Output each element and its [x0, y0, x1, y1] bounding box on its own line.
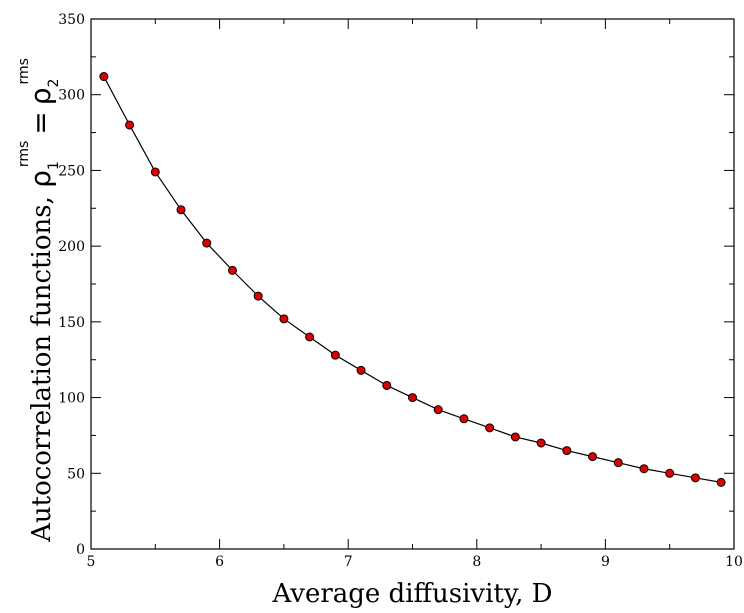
data-point — [176, 205, 186, 215]
data-point — [639, 464, 649, 474]
series-layer — [99, 72, 726, 487]
data-point — [356, 365, 366, 375]
x-tick-label: 10 — [725, 554, 743, 570]
data-point — [125, 120, 135, 130]
y-axis-rho-1: ρ — [24, 170, 57, 188]
data-point — [202, 238, 212, 248]
y-tick-label: 200 — [58, 239, 85, 255]
data-point — [305, 332, 315, 342]
y-axis-sub-2: 2 — [46, 79, 62, 88]
x-tick-label: 5 — [87, 554, 96, 570]
data-point — [536, 438, 546, 448]
y-tick-label: 50 — [67, 466, 85, 482]
y-axis-equals: = — [24, 111, 57, 134]
data-point — [665, 468, 675, 478]
data-point — [330, 350, 340, 360]
x-axis-title: Average diffusivity, D — [272, 579, 553, 609]
data-point — [562, 446, 572, 456]
plot-frame — [90, 18, 735, 550]
data-point — [150, 167, 160, 177]
x-tick-label: 9 — [601, 554, 610, 570]
data-point — [485, 423, 495, 433]
data-point — [459, 414, 469, 424]
data-point — [227, 265, 237, 275]
y-axis-rho-2: ρ — [24, 87, 57, 105]
y-axis-sup-1: rms — [16, 141, 32, 167]
y-axis-sup-2: rms — [16, 58, 32, 84]
x-tick-label: 7 — [344, 554, 353, 570]
y-tick-label: 100 — [58, 391, 85, 407]
y-axis-sub-1: 1 — [46, 161, 62, 170]
data-point — [510, 432, 520, 442]
x-tick-label: 8 — [472, 554, 481, 570]
data-point — [716, 477, 726, 487]
data-point — [433, 405, 443, 415]
data-point — [382, 380, 392, 390]
svg-text:Autocorrelation functions, ρ1r: Autocorrelation functions, ρ1rms=ρ2rms — [16, 58, 62, 543]
y-axis-title-text: Autocorrelation functions, — [27, 188, 57, 543]
series-line — [103, 76, 722, 483]
data-point — [279, 314, 289, 324]
y-tick-label: 250 — [58, 163, 85, 179]
y-tick-label: 0 — [76, 542, 85, 558]
data-point — [588, 452, 598, 462]
x-tick-label: 6 — [215, 554, 224, 570]
data-point — [613, 458, 623, 468]
data-point — [690, 473, 700, 483]
data-point — [253, 291, 263, 301]
y-tick-label: 350 — [58, 12, 85, 28]
y-tick-label: 150 — [58, 315, 85, 331]
y-axis-title: Autocorrelation functions, ρ1rms=ρ2rms — [16, 58, 62, 543]
data-point — [99, 72, 109, 82]
data-point — [408, 393, 417, 403]
y-tick-label: 300 — [58, 88, 85, 104]
